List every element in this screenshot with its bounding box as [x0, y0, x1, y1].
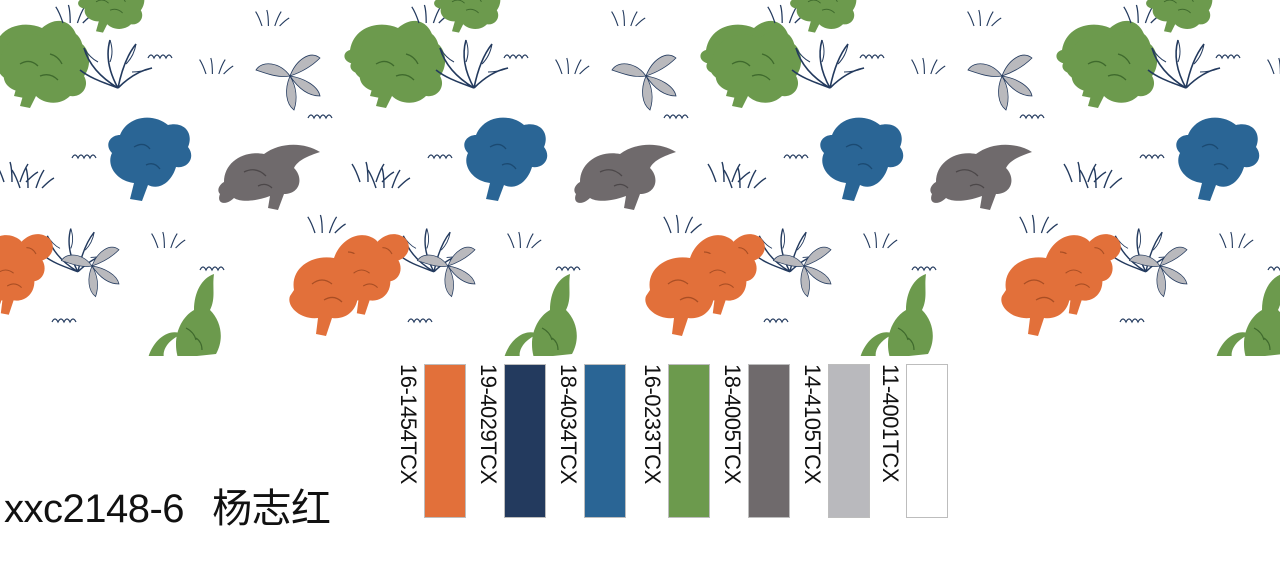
fern-motif [79, 39, 153, 89]
grass-motif [151, 231, 186, 249]
grass-motif [723, 167, 767, 189]
dino-gray-motif [573, 144, 677, 211]
swatch-code: 16-0233TCX [640, 364, 665, 484]
grass-motif [255, 9, 290, 27]
grass-motif [555, 57, 590, 75]
grass-motif [1019, 214, 1059, 234]
grass-motif [863, 231, 898, 249]
tuft-motif [1267, 266, 1280, 271]
leaf-motif [1129, 246, 1188, 297]
grass-motif [367, 167, 411, 189]
tuft-motif [503, 54, 529, 59]
tuft-motif [51, 318, 77, 323]
grass-motif [0, 161, 39, 183]
grass-motif [1219, 231, 1254, 249]
tuft-motif [763, 318, 789, 323]
dino-blue-motif [463, 116, 548, 202]
fern-motif [435, 39, 509, 89]
leaf-motif [61, 246, 120, 297]
grass-motif [199, 57, 234, 75]
tuft-motif [199, 266, 225, 271]
swatch-code: 18-4005TCX [720, 364, 745, 484]
grass-motif [663, 214, 703, 234]
grass-motif [911, 57, 946, 75]
swatch-code: 19-4029TCX [476, 364, 501, 484]
fern-motif [1147, 39, 1221, 89]
dino-raptor-motif [1215, 273, 1280, 356]
designer-name: 杨志红 [212, 487, 331, 531]
tuft-motif [407, 318, 433, 323]
dino-green-motif [77, 0, 145, 34]
grass-motif [967, 9, 1002, 27]
leaf-motif [967, 54, 1033, 111]
dino-raptor-motif [859, 273, 934, 356]
leaf-motif [773, 246, 832, 297]
dino-green-motif [433, 0, 501, 34]
grass-motif [307, 214, 347, 234]
leaf-motif [611, 54, 677, 111]
tuft-motif [307, 114, 333, 119]
leaf-motif [255, 54, 321, 111]
tuft-motif [555, 266, 581, 271]
grass-motif [507, 231, 542, 249]
grass-motif [11, 167, 55, 189]
swatch-code: 16-1454TCX [396, 364, 421, 484]
design-code: xxc2148-6 [4, 487, 185, 531]
swatch-code: 14-4105TCX [800, 364, 825, 484]
dino-gray-motif [929, 144, 1033, 211]
pattern-artwork [0, 0, 1280, 356]
pattern-tiles [0, 0, 1280, 356]
tuft-motif [1119, 318, 1145, 323]
tuft-motif [783, 154, 809, 159]
dino-green-motif [0, 30, 90, 109]
leaf-motif [417, 246, 476, 297]
tuft-motif [1019, 114, 1045, 119]
print-pattern [0, 0, 1280, 356]
tuft-motif [71, 154, 97, 159]
grass-motif [1079, 167, 1123, 189]
swatch-chip [748, 364, 790, 518]
swatch-chip [424, 364, 466, 518]
tuft-motif [147, 54, 173, 59]
grass-motif [1267, 57, 1280, 75]
tuft-motif [859, 54, 885, 59]
tuft-motif [427, 154, 453, 159]
fern-motif [791, 39, 865, 89]
swatch-chip [828, 364, 870, 518]
swatch-chip [668, 364, 710, 518]
tuft-motif [911, 266, 937, 271]
swatch-chip [504, 364, 546, 518]
swatch-chip [584, 364, 626, 518]
dino-green-motif [789, 0, 857, 34]
dino-blue-motif [819, 116, 904, 202]
dino-raptor-motif [147, 273, 222, 356]
swatch-code: 11-4001TCX [878, 364, 903, 483]
dino-blue-motif [107, 116, 192, 202]
dino-gray-motif [217, 144, 321, 211]
design-caption: xxc2148-6 杨志红 [4, 476, 331, 534]
dino-raptor-motif [503, 273, 578, 356]
swatch-chip [906, 364, 948, 518]
tuft-motif [1139, 154, 1165, 159]
tuft-motif [663, 114, 689, 119]
grass-motif [611, 9, 646, 27]
swatch-code: 18-4034TCX [556, 364, 581, 484]
tuft-motif [1215, 54, 1241, 59]
dino-green-motif [1145, 0, 1213, 34]
dino-blue-motif [1175, 116, 1260, 202]
